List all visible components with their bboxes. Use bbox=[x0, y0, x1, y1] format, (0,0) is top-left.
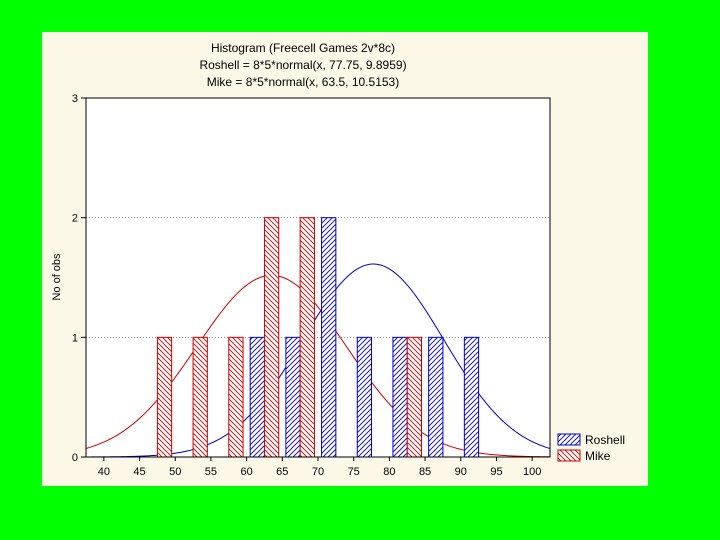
chart-title: Histogram (Freecell Games 2v*8c) bbox=[211, 41, 395, 55]
x-tick-label-55: 55 bbox=[205, 466, 217, 478]
x-tick-label-70: 70 bbox=[312, 466, 324, 478]
bar-roshell-81.5 bbox=[392, 336, 408, 458]
x-axis: 40 45 50 55 60 65 70 75 80 85 90 95 100 bbox=[98, 457, 541, 478]
gridlines bbox=[86, 217, 550, 338]
legend-swatch-mike bbox=[557, 449, 581, 462]
x-tick-label-80: 80 bbox=[383, 466, 395, 478]
bar-mike-68.5 bbox=[299, 217, 315, 458]
x-tick-label-95: 95 bbox=[490, 466, 502, 478]
bar-mike-58.5 bbox=[228, 336, 244, 458]
bar-mike-48.5 bbox=[156, 336, 173, 458]
bar-roshell-71.5 bbox=[321, 217, 337, 458]
chart-subtitle-roshell: Roshell = 8*5*normal(x, 77.75, 9.8959) bbox=[199, 58, 406, 72]
bar-mike-83.5 bbox=[406, 336, 423, 458]
y-tick-label-1: 1 bbox=[72, 332, 78, 344]
y-axis: 0 1 2 3 bbox=[72, 93, 86, 464]
x-tick-label-90: 90 bbox=[455, 466, 467, 478]
legend-label-mike: Mike bbox=[585, 449, 611, 463]
x-tick-label-50: 50 bbox=[169, 466, 181, 478]
chart-subtitle-mike: Mike = 8*5*normal(x, 63.5, 10.5153) bbox=[207, 75, 399, 89]
x-tick-label-85: 85 bbox=[419, 466, 431, 478]
histogram-bars bbox=[156, 217, 480, 458]
x-tick-label-100: 100 bbox=[523, 466, 541, 478]
x-tick-label-65: 65 bbox=[276, 466, 288, 478]
x-tick-label-60: 60 bbox=[240, 466, 252, 478]
legend: Roshell Mike bbox=[557, 433, 625, 463]
y-tick-label-3: 3 bbox=[72, 93, 78, 105]
y-tick-label-0: 0 bbox=[72, 452, 78, 464]
x-tick-label-40: 40 bbox=[98, 466, 110, 478]
plot-area bbox=[86, 98, 550, 457]
y-axis-label: No of obs bbox=[51, 253, 63, 301]
bar-roshell-91.5 bbox=[463, 336, 480, 458]
legend-label-roshell: Roshell bbox=[585, 433, 625, 447]
bar-mike-53.5 bbox=[192, 336, 208, 458]
x-tick-label-75: 75 bbox=[348, 466, 360, 478]
bar-roshell-61.5 bbox=[249, 336, 265, 458]
y-tick-label-2: 2 bbox=[72, 213, 78, 225]
legend-swatch-roshell bbox=[557, 433, 581, 446]
bar-roshell-66.5 bbox=[285, 336, 301, 458]
bar-roshell-86.5 bbox=[428, 336, 444, 458]
bar-mike-63.5 bbox=[263, 217, 280, 458]
bar-roshell-76.5 bbox=[356, 336, 373, 458]
x-tick-label-45: 45 bbox=[133, 466, 145, 478]
